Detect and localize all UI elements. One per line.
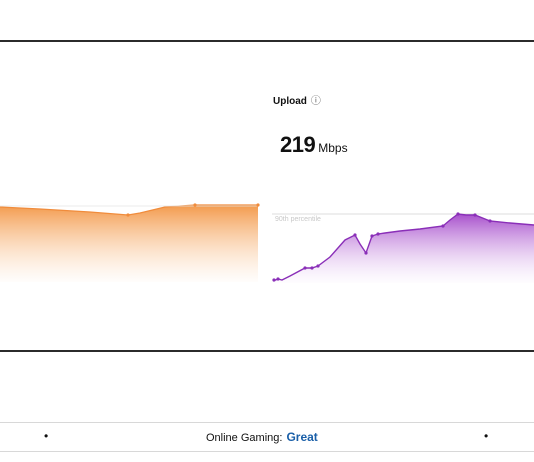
online-gaming-label: Online Gaming: [206,432,283,444]
upload-point [316,264,320,268]
upload-point [364,251,368,255]
upload-point [303,266,307,270]
info-icon[interactable]: ⓘ [310,96,321,107]
upload-heading: Upload ⓘ [273,92,321,107]
download-graph [0,203,260,282]
results-card [0,40,534,352]
download-point [193,203,197,207]
download-area [0,205,258,282]
upload-point [488,219,492,223]
bullet-icon: • [484,429,489,443]
upload-label-text: Upload [273,96,307,107]
upload-graph [272,212,534,283]
upload-speed: 219 Mbps [280,132,348,158]
download-point [126,213,130,217]
upload-area [273,214,534,283]
upload-point [276,277,280,281]
upload-point [310,266,314,270]
percentile-label: 90th percentile [275,216,321,223]
online-gaming-value: Great [286,430,318,444]
upload-point [441,224,445,228]
upload-point [456,212,460,216]
upload-point [473,213,477,217]
online-gaming-rating: Online Gaming: Great [206,430,318,444]
bullet-icon: • [44,429,49,443]
download-point [256,203,260,207]
upload-point [272,278,276,282]
download-line [0,204,258,216]
upload-point [370,234,374,238]
upload-point [376,232,380,236]
upload-speed-unit: Mbps [318,141,348,155]
upload-speed-value: 219 [280,132,316,157]
quality-row: • Online Gaming: Great • [0,422,534,452]
upload-point [353,233,357,237]
